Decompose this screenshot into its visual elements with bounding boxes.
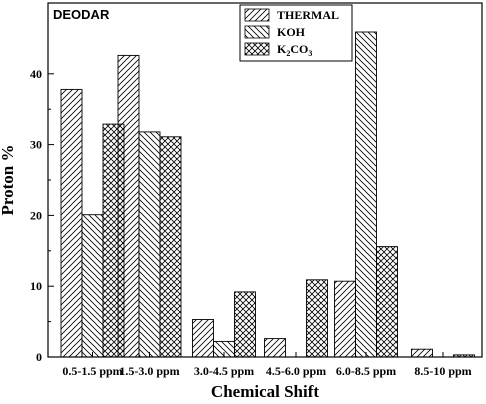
bar-thermal-4 (334, 280, 356, 358)
bar-k2co3-0 (102, 123, 125, 358)
legend-swatch-thermal (244, 8, 270, 22)
bar-koh-0 (81, 214, 104, 358)
bar-k2co3-3 (306, 279, 328, 358)
legend-label-thermal: THERMAL (277, 8, 339, 22)
bar-k2co3-4 (376, 246, 398, 358)
legend-label-koh: KOH (277, 25, 306, 39)
bar-thermal-3 (264, 338, 286, 358)
x-tick-label-3: 4.5-6.0 ppm (266, 364, 326, 378)
x-tick-label-1: 1.5-3.0 ppm (119, 364, 179, 378)
x-axis-title: Chemical Shift (211, 382, 319, 401)
y-tick-label-3: 30 (30, 138, 42, 152)
y-tick-label-0: 0 (36, 350, 42, 364)
bar-k2co3-2 (234, 291, 256, 358)
bar-thermal-2 (192, 319, 214, 358)
chart-corner-label: DEODAR (53, 7, 110, 22)
legend-swatch-k2co3 (244, 42, 270, 56)
legend-swatch-koh (244, 25, 270, 39)
bar-k2co3-1 (159, 136, 182, 358)
x-tick-label-0: 0.5-1.5 ppm (62, 364, 122, 378)
x-tick-label-5: 8.5-10 ppm (414, 364, 471, 378)
plot-frame (47, 2, 483, 358)
legend-label-k2co3: K2CO3 (277, 42, 312, 58)
y-tick-label-1: 10 (30, 279, 42, 293)
bars-layer (60, 31, 475, 358)
y-tick-label-4: 40 (30, 67, 42, 81)
bar-thermal-5 (411, 348, 433, 358)
y-axis-title: Proton % (0, 145, 17, 216)
legend: THERMAL KOH K2CO3 (239, 4, 353, 62)
y-tick-label-2: 20 (30, 208, 42, 222)
bar-koh-4 (355, 31, 377, 358)
x-tick-label-2: 3.0-4.5 ppm (194, 364, 254, 378)
x-tick-label-4: 6.0-8.5 ppm (336, 364, 396, 378)
bar-thermal-0 (60, 88, 83, 358)
bar-koh-1 (138, 131, 161, 358)
